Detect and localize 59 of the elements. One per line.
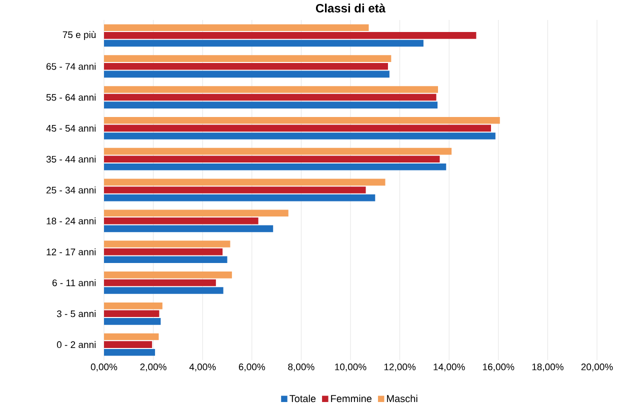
y-tick-label: 35 - 44 anni [46,156,96,163]
bar [104,40,424,47]
bar [104,210,288,217]
y-tick-label: 12 - 17 anni [46,248,96,256]
x-tick-label: 0,00% [90,364,118,372]
y-tick-label: 18 - 24 anni [46,217,96,224]
bar [104,318,161,325]
y-tick-label: 0 - 2 anni [56,341,96,348]
x-tick-label: 4,00% [189,364,216,372]
x-tick-label: 16,00% [483,364,514,372]
bar [104,218,258,224]
y-tick-label: 65 - 74 anni [46,62,96,70]
bar [104,279,216,286]
y-tick-label: 75 e più [62,30,96,40]
legend-label: Totale [290,394,316,402]
y-tick-label: 6 - 11 anni [52,279,96,286]
legend-label: Femmine [331,394,372,402]
x-tick-label: 2,00% [140,364,166,372]
bar [104,186,366,194]
x-tick-label: 10,00% [335,364,366,372]
x-tick-label: 14,00% [434,364,465,372]
bar [104,348,156,356]
bar [104,287,224,294]
bar [104,132,496,140]
bar [104,194,376,202]
legend-label: Maschi [387,394,418,402]
bar [104,156,440,162]
bar [104,94,436,101]
bar [104,248,223,256]
y-tick-label: 25 - 34 anni [46,186,96,194]
bar [104,163,446,170]
bar [104,256,228,264]
bar [104,62,388,70]
bar [104,310,160,318]
x-tick-label: 18,00% [532,364,564,372]
bar [104,24,369,32]
bar [104,302,162,310]
y-tick-label: 45 - 54 anni [46,124,96,132]
bar [104,178,386,186]
bar [104,333,159,340]
y-tick-label: 55 - 64 anni [46,94,96,101]
bar [104,70,390,78]
bar [104,102,438,108]
bar [104,55,392,62]
bar [104,225,274,232]
bar [104,32,476,39]
bar [104,86,438,93]
x-tick-label: 6,00% [238,364,266,372]
x-tick-label: 20,00% [581,364,613,372]
bar [104,124,492,132]
bar [104,240,230,248]
bar [104,341,152,348]
bar [104,148,452,155]
x-tick-label: 8,00% [288,364,314,372]
bar [104,116,500,124]
bar [104,272,232,278]
chart-title: Classi di età [316,4,386,12]
y-tick-label: 3 - 5 anni [56,310,96,318]
x-tick-label: 12,00% [384,364,416,372]
